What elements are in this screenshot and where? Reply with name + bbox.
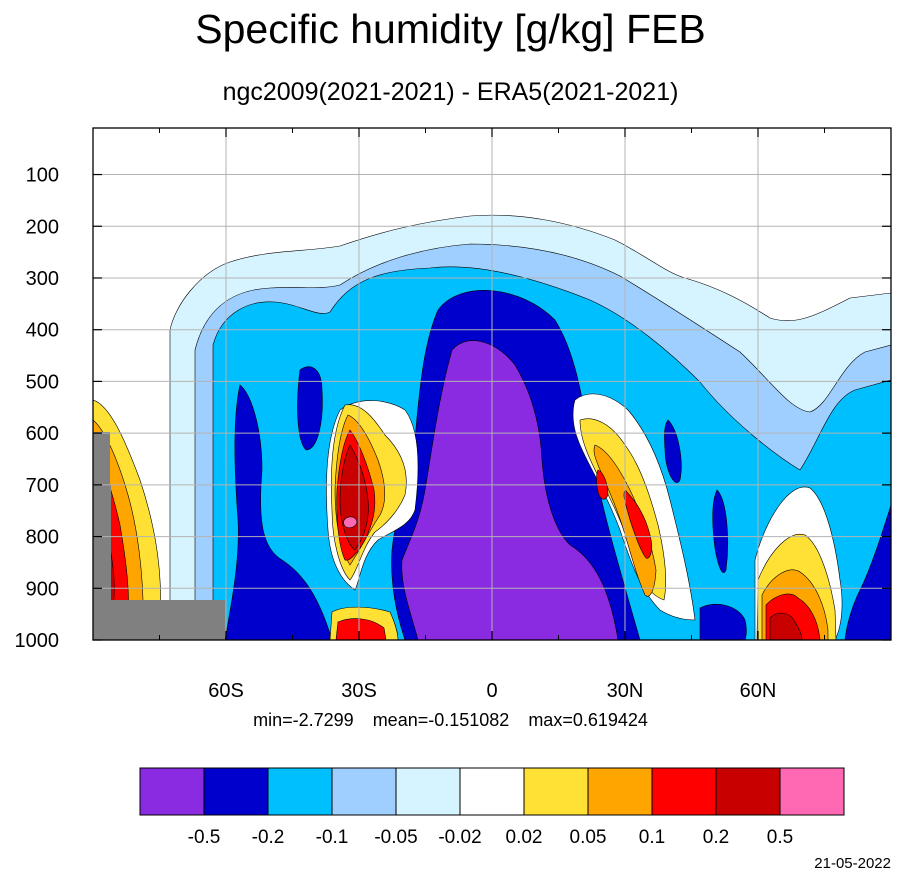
- x-tick-label: 60S: [208, 680, 244, 702]
- stat-min: min=-2.7299: [253, 710, 354, 730]
- y-tick-label: 400: [26, 320, 59, 342]
- contour-region-violet-tropics: [401, 340, 619, 640]
- contour-region-red-30n: [623, 489, 652, 559]
- colorbar-box: [523, 767, 589, 816]
- colorbar-box: [459, 767, 525, 816]
- colorbar-label: 0.1: [639, 827, 665, 848]
- chart-subtitle: ngc2009(2021-2021) - ERA5(2021-2021): [222, 78, 679, 106]
- colorbar-box: [587, 767, 653, 816]
- colorbar-label: -0.2: [252, 827, 285, 848]
- chart-title: Specific humidity [g/kg] FEB: [195, 6, 706, 52]
- colorbar-box: [203, 767, 269, 816]
- y-tick-label: 800: [26, 527, 59, 549]
- y-tick-label: 300: [26, 268, 59, 290]
- colorbar-label: -0.5: [188, 827, 221, 848]
- colorbar-label: -0.02: [438, 827, 481, 848]
- contour-region-pink-30s: [343, 516, 358, 529]
- contour-region-blue-30n: [664, 419, 682, 483]
- contour-region-darkred-60n: [769, 612, 803, 640]
- stat-max: max=0.619424: [528, 710, 648, 730]
- colorbar-label: 0.2: [703, 827, 729, 848]
- stats-line: min=-2.7299 mean=-0.151082 max=0.619424: [0, 708, 901, 732]
- missing-data-region: [93, 432, 225, 640]
- y-tick-label: 200: [26, 216, 59, 238]
- x-tick-label: 60N: [740, 680, 777, 702]
- x-tick-label: 30N: [607, 680, 644, 702]
- colorbar-box: [779, 767, 845, 816]
- colorbar-box: [395, 767, 461, 816]
- contour-region-red-30s-low: [335, 618, 387, 640]
- colorbar-label: 0.5: [767, 827, 793, 848]
- colorbar-box: [267, 767, 333, 816]
- colorbar-box: [715, 767, 781, 816]
- x-tick-label: 0: [486, 680, 497, 702]
- axes: 60S 30S 0 30N 60N 100 200 300 400 500 600 700 800 900…: [15, 128, 891, 702]
- contour-region-blue-sh: [224, 384, 333, 640]
- contour-region-blue-sh2: [297, 366, 323, 451]
- y-tick-label: 900: [26, 578, 59, 600]
- colorbar-box: [331, 767, 397, 816]
- x-tick-label: 30S: [341, 680, 377, 702]
- y-tick-label: 100: [26, 165, 59, 187]
- contour-region-blue-80n: [844, 504, 891, 640]
- y-tick-label: 500: [26, 371, 59, 393]
- y-tick-label: 1000: [15, 630, 60, 652]
- stat-mean: mean=-0.151082: [372, 710, 510, 730]
- colorbar-label: 0.02: [506, 827, 543, 848]
- contour-region-blue-40n: [712, 489, 729, 573]
- colorbar-label: -0.1: [316, 827, 349, 848]
- y-tick-label: 700: [26, 475, 59, 497]
- colorbar-label: -0.05: [374, 827, 417, 848]
- colorbar-box: [139, 767, 205, 816]
- y-tick-label: 600: [26, 423, 59, 445]
- date-stamp: 21-05-2022: [814, 855, 891, 872]
- gridlines: [93, 128, 891, 640]
- colorbar: -0.5 -0.2 -0.1 -0.05 -0.02 0.02 0.05 0.1 0.2 0.5: [139, 767, 845, 848]
- colorbar-label: 0.05: [570, 827, 607, 848]
- colorbar-box: [651, 767, 717, 816]
